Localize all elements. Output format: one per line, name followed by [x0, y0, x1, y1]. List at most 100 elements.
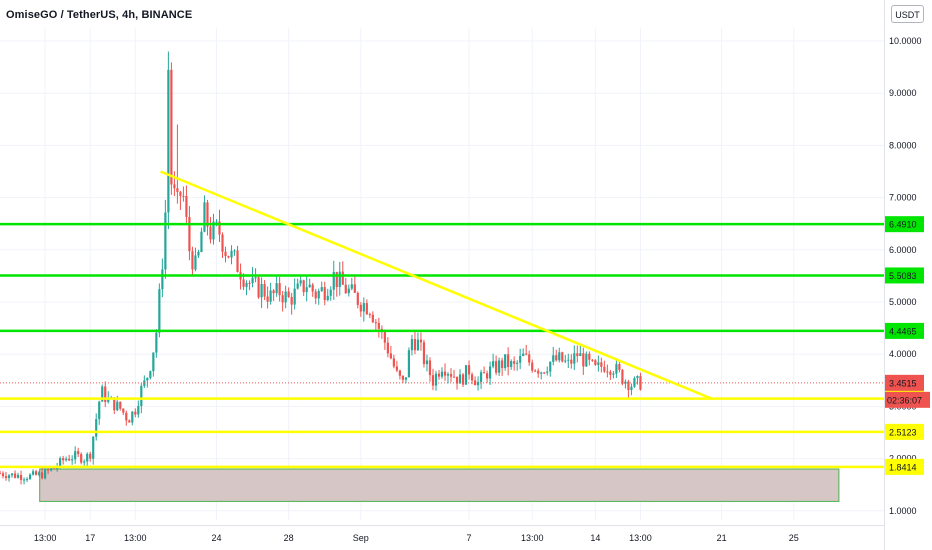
candle-body — [104, 386, 107, 402]
time-axis: 13:00 17 13:00 24 28 Sep 7 13:00 14 13:00 21 25 — [0, 525, 884, 543]
candle-body — [161, 269, 164, 290]
candle-body — [140, 385, 143, 407]
candle-body — [71, 459, 74, 461]
candle-body — [473, 380, 477, 386]
candle-body — [311, 284, 314, 292]
candle-body — [266, 296, 269, 302]
candle-body — [606, 371, 609, 373]
candle-body — [134, 411, 137, 415]
candle-body — [561, 352, 564, 362]
candle-body — [434, 373, 438, 386]
candle-body — [1, 473, 5, 477]
candle-body — [260, 283, 263, 298]
candle-body — [37, 472, 41, 475]
candle-body — [323, 287, 326, 301]
y-tick-label: 4.0000 — [889, 349, 917, 359]
support-zone-layer — [39, 468, 840, 502]
candle-body — [461, 374, 465, 385]
trendline — [160, 170, 714, 401]
candle-body — [302, 280, 305, 293]
candle-body — [507, 354, 510, 367]
candle-body — [362, 303, 365, 312]
candle-body — [519, 355, 522, 363]
candle-body — [347, 288, 350, 294]
candle-body — [86, 453, 89, 462]
candle-body — [152, 352, 155, 372]
candle-body — [344, 284, 347, 294]
candle-body — [588, 353, 591, 360]
candle-body — [179, 191, 182, 196]
candle-body — [245, 282, 248, 287]
candle-body — [200, 231, 203, 252]
candle-body — [98, 401, 101, 420]
candle-body — [65, 458, 68, 461]
level-price-tag — [885, 458, 924, 475]
candle-body — [92, 436, 95, 459]
candle-body — [194, 255, 197, 270]
candle-body — [275, 283, 278, 294]
y-tick-label: 6.0000 — [889, 245, 917, 255]
candle-body — [164, 212, 167, 270]
candle-body — [636, 376, 639, 379]
candle-body — [501, 360, 504, 369]
candle-body — [567, 359, 570, 361]
candle-body — [585, 353, 588, 367]
candle-body — [224, 251, 227, 257]
candle-body — [413, 339, 417, 351]
level-price-label: 6.4910 — [889, 220, 917, 230]
candle-body — [212, 221, 215, 240]
candle-body — [257, 277, 260, 298]
candle-body — [34, 471, 38, 475]
candle-body — [398, 370, 402, 376]
candle-body — [492, 361, 495, 367]
candle-body — [570, 359, 573, 364]
candle-body — [365, 303, 368, 315]
candle-body — [218, 221, 221, 235]
candle-body — [167, 69, 170, 213]
candle-body — [395, 366, 398, 371]
x-tick-label: 28 — [284, 533, 294, 543]
x-tick-label: 25 — [789, 533, 799, 543]
candle-body — [528, 354, 531, 363]
candle-body — [422, 342, 426, 365]
candle-body — [83, 461, 86, 463]
candle-body — [290, 297, 293, 305]
candle-body — [170, 69, 173, 185]
candle-body — [254, 277, 257, 279]
candle-body — [278, 283, 281, 296]
y-tick-label: 7.0000 — [889, 193, 917, 203]
candle-body — [359, 304, 362, 312]
candle-body — [13, 473, 17, 478]
candle-body — [77, 451, 80, 455]
candle-body — [314, 291, 317, 299]
candle-body — [374, 322, 377, 324]
candle-body — [173, 184, 176, 189]
candle-body — [19, 475, 23, 480]
candle-body — [368, 314, 371, 316]
candle-body — [221, 234, 224, 252]
candle-body — [579, 353, 582, 357]
candle-body — [89, 453, 92, 459]
candle-body — [482, 372, 486, 374]
x-tick-label: Sep — [353, 533, 369, 543]
x-tick-label: 13:00 — [521, 533, 544, 543]
candle-body — [215, 221, 218, 223]
x-tick-label: 24 — [211, 533, 221, 543]
candle-body — [594, 360, 597, 365]
candle-body — [263, 283, 266, 297]
candle-body — [44, 469, 47, 479]
candle-body — [326, 295, 329, 301]
candle-body — [543, 372, 546, 374]
candle-body — [308, 284, 311, 288]
candle-body — [338, 271, 341, 288]
candle-body — [251, 277, 254, 284]
candle-body — [516, 362, 519, 364]
candle-body — [504, 354, 507, 369]
candle-body — [230, 250, 233, 258]
currency-button[interactable]: USDT — [891, 5, 924, 23]
level-price-tag — [885, 322, 924, 339]
candle-body — [146, 377, 149, 381]
level-price-label: 5.5083 — [889, 271, 917, 281]
candle-body — [101, 386, 104, 402]
